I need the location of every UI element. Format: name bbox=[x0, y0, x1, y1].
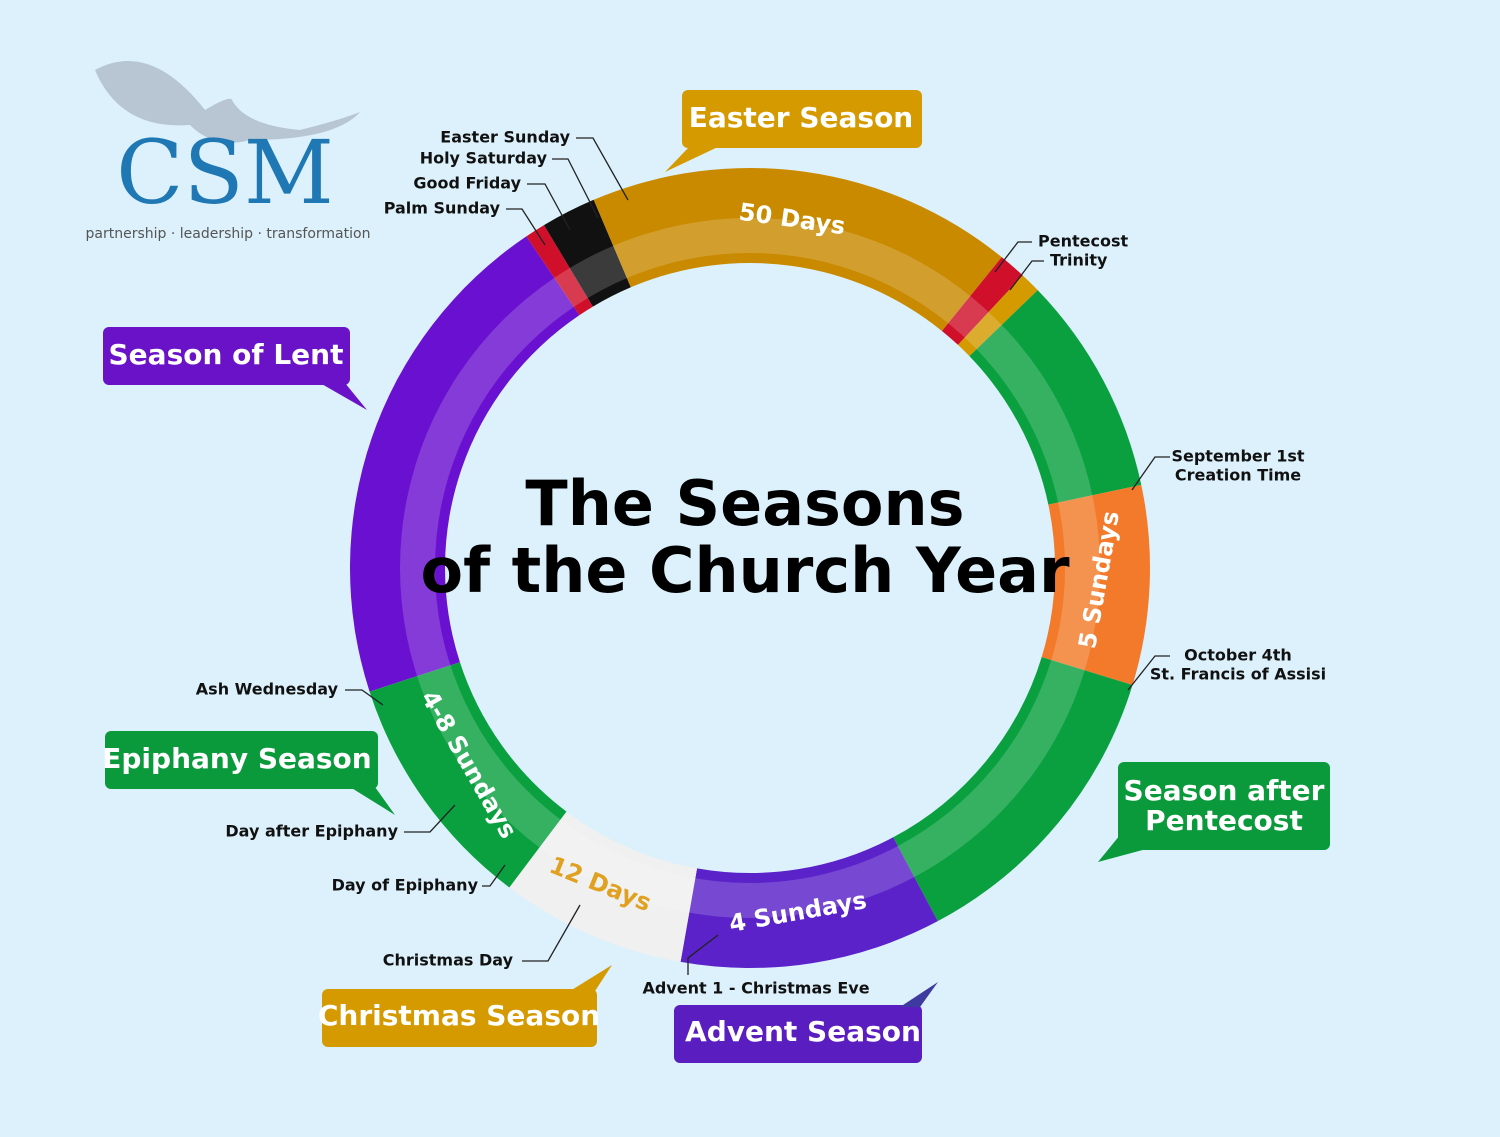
marker-label: St. Francis of Assisi bbox=[1150, 665, 1326, 684]
marker-label: Pentecost bbox=[1038, 232, 1128, 251]
marker-label: Day of Epiphany bbox=[332, 876, 479, 895]
marker-label: Good Friday bbox=[413, 174, 521, 193]
bubble: Epiphany Season bbox=[102, 731, 395, 815]
ring-segment bbox=[958, 275, 1038, 357]
marker-label: Easter Sunday bbox=[440, 128, 570, 147]
marker-label: Day after Epiphany bbox=[225, 822, 398, 841]
season-label: Christmas Season bbox=[318, 999, 600, 1032]
season-label: Pentecost bbox=[1145, 804, 1303, 837]
season-ring bbox=[349, 167, 1150, 968]
marker-label: September 1st bbox=[1171, 447, 1304, 466]
marker-label: Trinity bbox=[1050, 251, 1108, 270]
season-label: Season after bbox=[1124, 774, 1325, 807]
ring-segment bbox=[369, 662, 567, 888]
title-line: The Seasons bbox=[525, 467, 964, 540]
marker-label: Creation Time bbox=[1175, 466, 1301, 485]
season-label: Epiphany Season bbox=[102, 742, 371, 775]
bubble: Season of Lent bbox=[103, 327, 367, 410]
ring-segment bbox=[400, 218, 750, 918]
season-label: Advent Season bbox=[685, 1015, 921, 1048]
ring-segment bbox=[593, 167, 1002, 331]
ring-segment bbox=[893, 657, 1133, 922]
logo: CSM partnership · leadership · transform… bbox=[86, 61, 371, 242]
logo-name: CSM bbox=[116, 121, 334, 224]
bubble: Easter Season bbox=[665, 90, 922, 172]
ring-segment bbox=[1041, 484, 1150, 685]
marker-label: Ash Wednesday bbox=[196, 680, 339, 699]
season-label: Easter Season bbox=[689, 101, 914, 134]
ring-segment bbox=[509, 811, 698, 962]
ring-segment bbox=[349, 236, 580, 692]
bubble: Christmas Season bbox=[318, 965, 612, 1047]
ring-segment bbox=[680, 837, 938, 968]
logo-tagline: partnership · leadership · transformatio… bbox=[86, 226, 371, 242]
ring-segment bbox=[941, 257, 1023, 345]
dove bbox=[95, 61, 360, 143]
marker-label: Advent 1 - Christmas Eve bbox=[642, 979, 869, 998]
marker-label: October 4th bbox=[1184, 646, 1292, 665]
season-label: Season of Lent bbox=[109, 338, 344, 371]
season-bubbles: Easter Season Season of Lent Epiphany Se… bbox=[102, 90, 1330, 1063]
markers: Easter Sunday Holy Saturday Good Friday … bbox=[196, 128, 1326, 998]
bubble: Advent Season bbox=[674, 982, 938, 1063]
marker-label: Christmas Day bbox=[383, 951, 514, 970]
title-line: of the Church Year bbox=[420, 534, 1069, 607]
marker-label: Palm Sunday bbox=[384, 199, 501, 218]
ring-segment bbox=[543, 199, 631, 307]
ring-segment bbox=[526, 225, 593, 316]
ring-segment bbox=[969, 290, 1142, 505]
ring-segment bbox=[750, 218, 1100, 918]
marker-label: Holy Saturday bbox=[420, 149, 548, 168]
